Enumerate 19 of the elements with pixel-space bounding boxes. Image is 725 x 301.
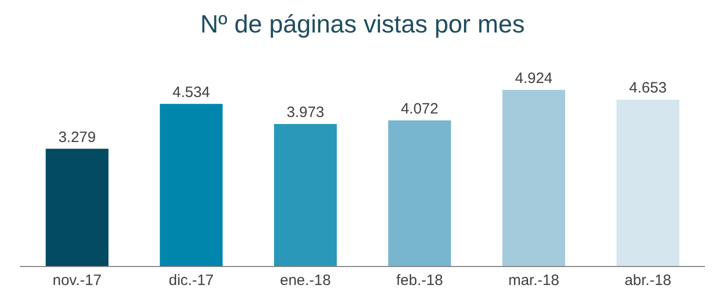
x-tick-label: ene.-18 <box>280 272 331 289</box>
bar <box>46 148 108 266</box>
x-tick-label: feb.-18 <box>396 272 443 289</box>
x-tick-label: abr.-18 <box>624 272 672 289</box>
chart-title: Nº de páginas vistas por mes <box>200 10 525 39</box>
data-label: 4.653 <box>629 80 667 97</box>
bar <box>388 120 451 266</box>
bar <box>616 100 680 266</box>
data-label: 3.973 <box>286 104 324 121</box>
x-tick-label: dic.-17 <box>168 272 214 289</box>
bar <box>160 104 223 266</box>
x-tick-label: mar.-18 <box>508 272 560 289</box>
data-label: 4.924 <box>514 70 553 87</box>
bar <box>502 90 566 266</box>
x-tick-label: nov.-17 <box>52 272 102 289</box>
bar <box>274 124 337 266</box>
data-label: 3.279 <box>58 128 96 146</box>
data-label: 4.072 <box>400 100 438 118</box>
data-label: 4.534 <box>172 84 210 101</box>
